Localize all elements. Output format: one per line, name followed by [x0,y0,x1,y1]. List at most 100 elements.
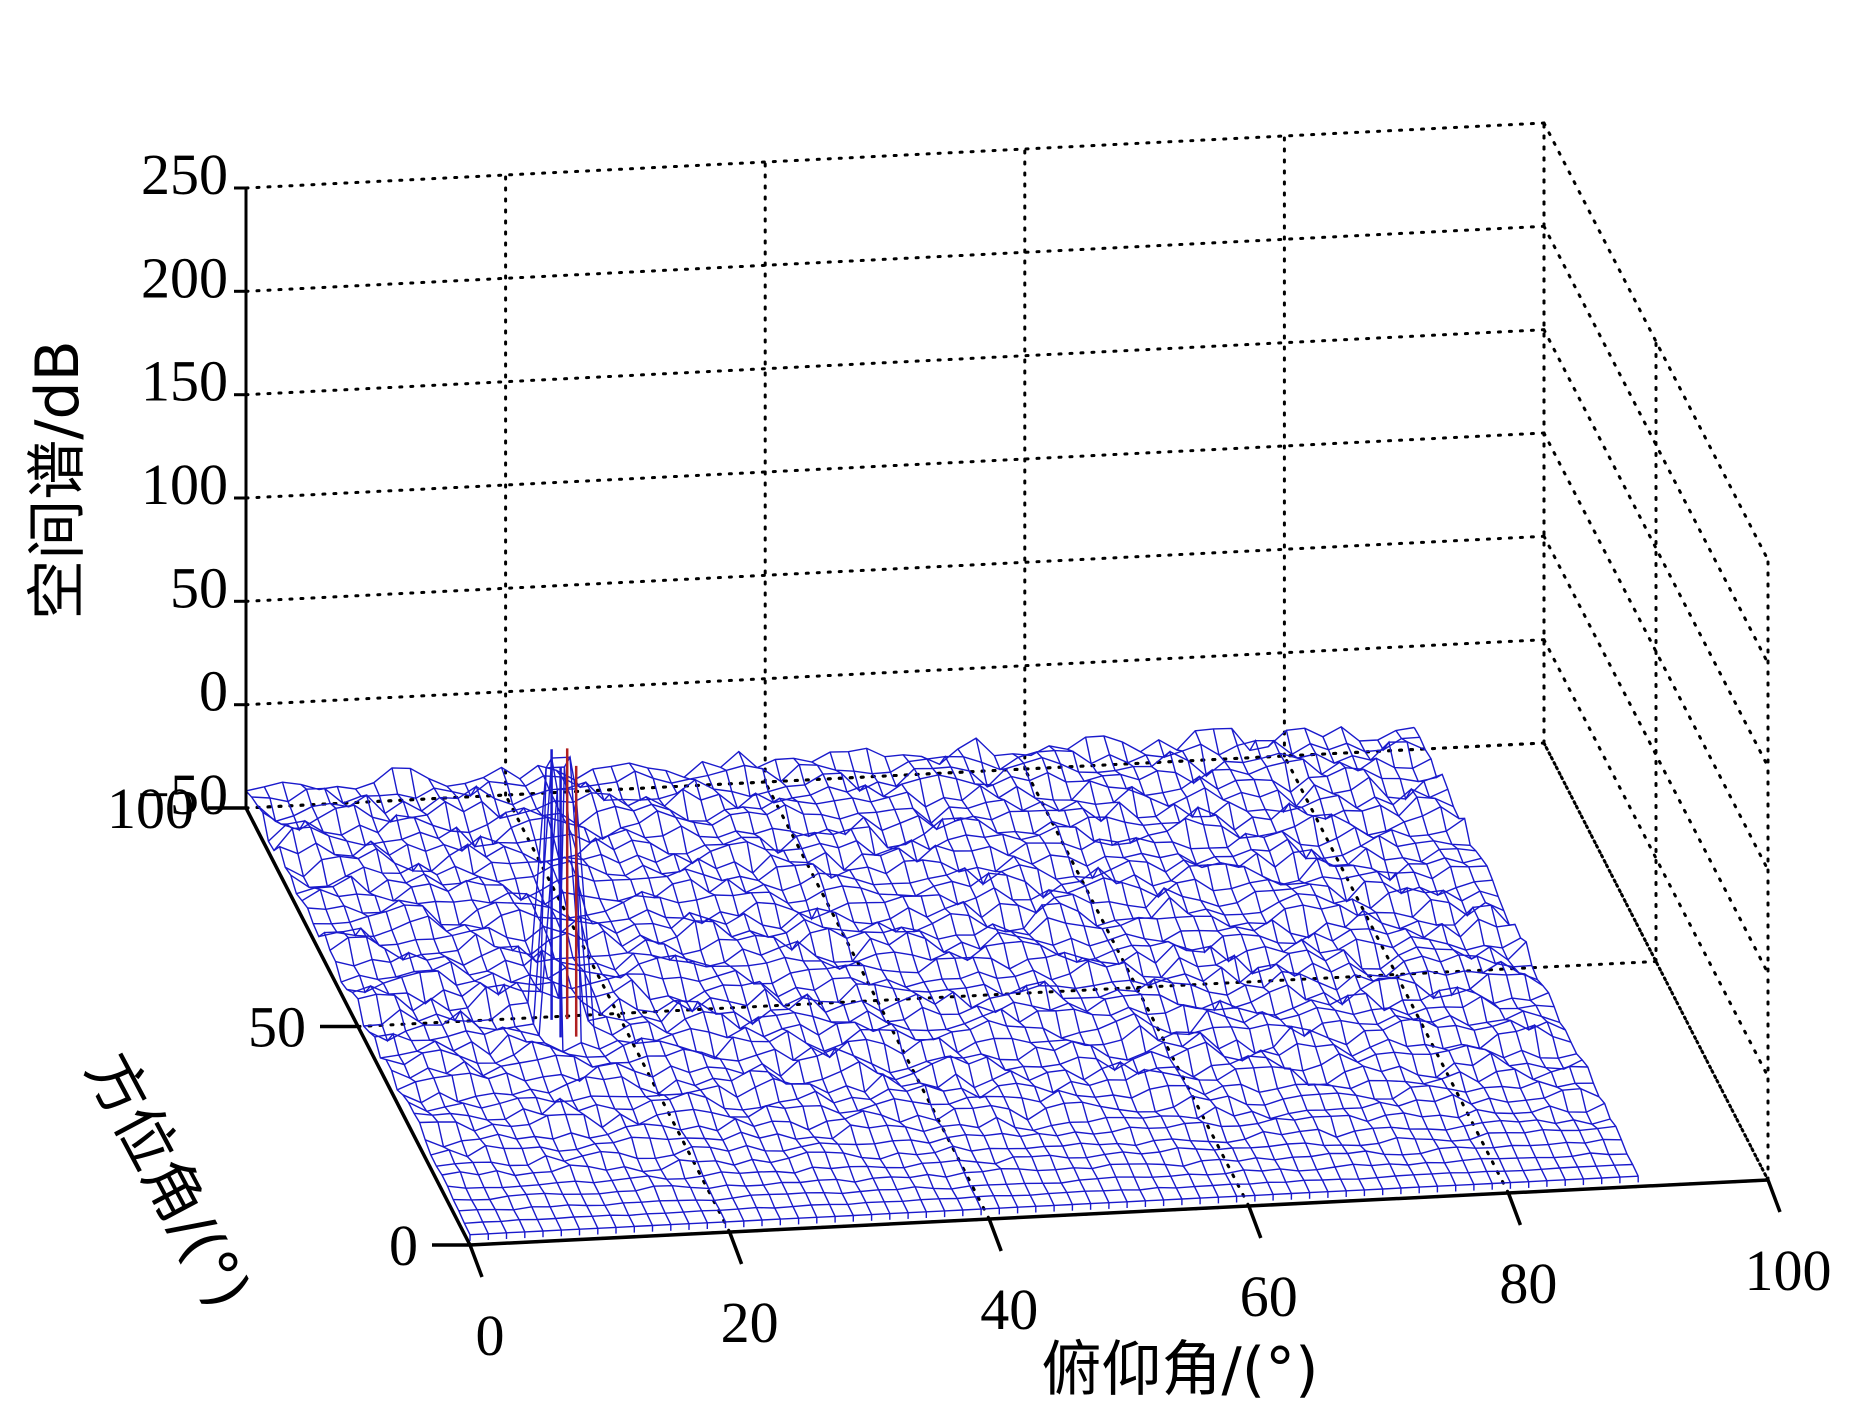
mesh-row [329,887,1499,961]
grid-line-z [244,431,1546,500]
mesh-row [335,898,1505,967]
grid-line-x-floor [1282,754,1510,1195]
mesh-column [519,778,745,1222]
mesh-column [865,748,1092,1204]
mesh-column [1358,740,1585,1180]
x-tick [727,1231,744,1265]
mesh-column [829,751,1055,1206]
mesh-column [847,751,1074,1205]
grid-line-z [244,534,1546,603]
mesh-column [409,768,635,1227]
mesh-column [1012,753,1238,1197]
mesh-column [1140,751,1366,1191]
grid-line-z [1542,534,1770,975]
mesh-column [921,755,1147,1202]
mesh-column [1121,741,1347,1192]
mesh-column [482,777,708,1224]
grid-line-y-floor [244,741,1546,810]
mesh-column [300,783,526,1233]
z-tick-label: 200 [141,245,228,310]
mesh-column [1194,730,1420,1188]
mesh-column [1084,737,1311,1193]
grid-line-z [244,224,1546,293]
mesh-column [811,761,1037,1207]
mesh-column [1285,730,1512,1183]
mesh-column [574,779,800,1219]
grid-line-z [1542,121,1770,562]
grid-line-x-floor [1542,741,1770,1182]
mesh-column [318,787,544,1232]
mesh-column [628,762,854,1216]
x-tick-label: 60 [1240,1264,1298,1329]
mesh-column [756,766,982,1210]
mesh-row [402,1024,1572,1104]
mesh-column [1067,748,1293,1194]
z-tick-label: 50 [170,555,228,620]
mesh-column [1103,735,1329,1193]
x-axis-line [469,1178,1769,1247]
mesh-column [391,767,617,1228]
mesh-column [336,786,562,1231]
x-tick [468,1244,484,1278]
mesh-column [884,756,1110,1203]
mesh-column [665,770,891,1214]
grid-line-x-floor [763,780,991,1221]
grid-line-z [1542,224,1770,665]
mesh-column [774,759,1000,1209]
x-axis-title: 俯仰角/(°) [1041,1335,1318,1405]
mesh-column [683,776,909,1214]
mesh-column [446,755,672,1225]
grid-line-z [1542,741,1770,1182]
y-tick-label: 0 [389,1213,418,1278]
x-tick-label: 0 [476,1303,505,1368]
mesh-column [500,767,727,1223]
mesh-column [373,782,599,1229]
mesh-column [1267,739,1493,1184]
mesh-surface [245,725,1639,1241]
axes [208,186,1782,1278]
z-tick-label: −50 [137,762,228,827]
mesh-column [1176,749,1402,1189]
grid-line-z [244,121,1546,190]
mesh-row [430,1087,1600,1158]
mesh-column [1158,739,1384,1190]
z-tick-label: 150 [141,349,228,414]
z-tick-label: 250 [141,142,228,207]
grid-line-z [1542,328,1770,769]
mesh-column [939,755,1165,1201]
x-tick [1506,1192,1523,1226]
mesh-column [793,757,1019,1208]
mesh-column [1048,745,1274,1195]
z-tick-label: 0 [199,659,228,724]
x-tick-label: 20 [721,1290,779,1355]
mesh-column [1340,726,1566,1181]
mesh-column [1249,738,1475,1185]
mesh-column [610,766,836,1217]
grid-line-z [1542,638,1770,1079]
mesh-column [263,786,489,1235]
z-axis-title: 空间谱/dB [23,340,93,619]
mesh-column [1030,751,1256,1196]
mesh-column [646,767,873,1215]
mesh-column [975,737,1201,1199]
x-tick-label: 80 [1499,1251,1557,1316]
x-tick-label: 100 [1745,1238,1832,1303]
x-tick-label: 40 [980,1277,1038,1342]
x-tick [1247,1205,1263,1239]
x-tick [987,1218,1003,1252]
mesh-row [391,1010,1561,1079]
grid-line-z [244,328,1546,397]
mesh-row [256,741,1426,823]
mesh-column [1322,736,1548,1182]
mesh-column [902,754,1128,1203]
mesh-column [1377,739,1603,1179]
grid-line-z [1542,431,1770,872]
mesh-row [245,725,1415,792]
y-tick-label: 50 [248,995,306,1060]
y-axis-title: 方位角/(°) [72,1042,264,1319]
z-tick-label: 100 [141,452,228,517]
mesh-column [1231,728,1457,1186]
mesh-column [720,766,946,1212]
y-tick-label: 100 [107,776,194,841]
